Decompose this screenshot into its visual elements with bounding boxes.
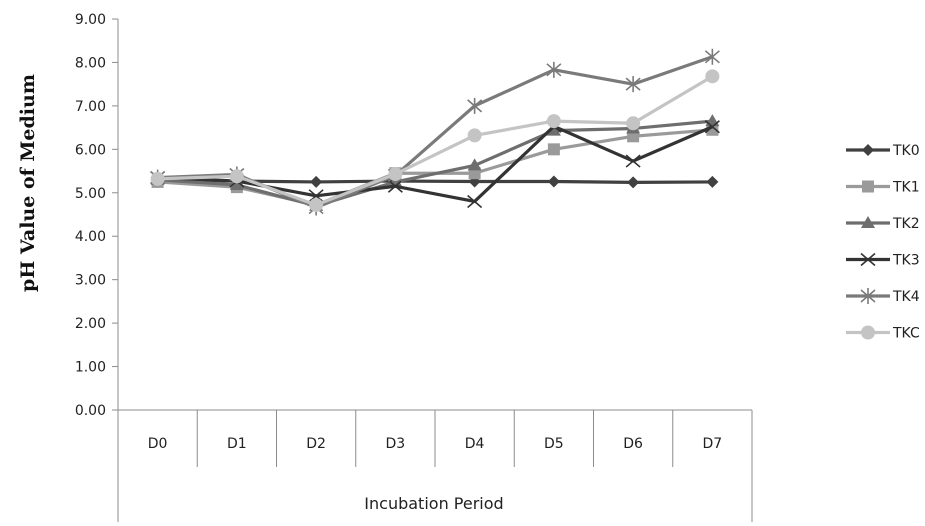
data-point-tkc [467,128,482,143]
legend-item-tk4: TK4 [846,288,920,305]
data-point-tk4 [467,97,483,114]
series-line-tkc [157,74,714,207]
data-point-tk4 [625,76,641,93]
legend-marker [862,144,874,156]
data-point-tk2 [546,123,561,136]
x-tick-label: D1 [227,436,247,452]
y-tick-label: 0.00 [75,403,106,419]
legend-item-tk3: TK3 [846,253,920,269]
x-tick-label: D5 [544,436,564,452]
legend-item-tk2: TK2 [846,216,920,232]
series-tkc [150,69,720,212]
x-tick-label: D2 [306,436,326,452]
data-point-tk1 [706,123,719,136]
data-point-tk0 [547,175,560,188]
legend-label: TK2 [892,216,920,232]
legend-label: TK3 [892,253,920,269]
legend-label: TKC [892,326,920,342]
data-point-tkc [705,69,720,84]
legend-label: TK1 [892,180,920,196]
data-point-tk3 [625,154,641,168]
y-axis-title: pH Value of Medium [17,74,39,292]
x-tick-label: D0 [148,436,168,452]
data-point-tkc [546,114,561,129]
data-point-tk2 [467,158,482,171]
y-tick-label: 5.00 [75,186,106,202]
data-point-tk3 [704,120,720,134]
data-point-tkc [388,167,403,182]
data-point-tk3 [387,179,403,193]
data-point-tk4 [546,61,562,78]
legend-item-tkc: TKC [846,325,920,342]
x-tick-label: D7 [703,436,723,452]
x-tick-label: D6 [623,436,643,452]
data-point-tk0 [627,176,640,189]
x-tick-label: D4 [465,436,485,452]
legend-marker [861,325,875,340]
axes: 0.00 1.00 2.00 3.00 4.00 5.00 6.00 7.00 8.00 9.00… [75,12,753,522]
data-point-tk0 [706,175,719,188]
y-tick-label: 3.00 [75,273,106,289]
legend-label: TK0 [892,143,920,159]
data-point-tkc [229,169,244,184]
series-line-tk2 [157,119,713,208]
x-axis-title: Incubation Period [364,494,503,513]
y-tick-label: 9.00 [75,12,106,28]
x-tick-label: D3 [386,436,406,452]
data-point-tk4 [704,48,720,65]
legend-marker [860,252,876,267]
legend-marker [860,288,876,304]
y-tick-label: 1.00 [75,360,106,376]
series-line-tk3 [157,124,714,204]
y-tick-label: 6.00 [75,142,106,158]
data-point-tk0 [310,175,323,188]
legend-item-tk0: TK0 [846,143,920,159]
data-point-tk2 [229,177,244,190]
data-point-tkc [626,116,641,131]
legend-item-tk1: TK1 [846,180,920,196]
series-layer [150,48,720,216]
data-point-tk1 [547,143,560,156]
y-tick-label: 2.00 [75,316,106,332]
legend-marker [861,216,875,228]
y-tick-label: 7.00 [75,99,106,115]
legend-label: TK4 [892,289,920,305]
y-tick-label: 8.00 [75,55,106,71]
data-point-tkc [150,171,165,186]
legend-marker [862,180,874,193]
legend: TK0 TK1 TK2 TK3 TK4 TKC [846,143,920,342]
y-tick-label: 4.00 [75,229,106,245]
data-point-tk3 [467,194,483,209]
data-point-tkc [309,197,324,212]
